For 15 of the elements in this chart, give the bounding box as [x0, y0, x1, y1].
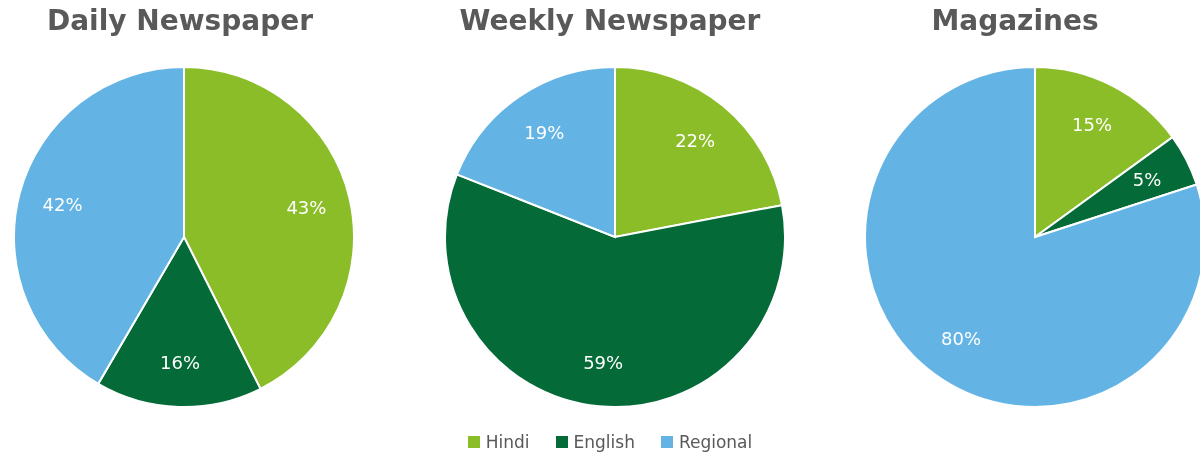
chart-title: Daily Newspaper [45, 4, 315, 37]
data-label: 5% [1132, 169, 1162, 191]
legend-label: Regional [678, 432, 753, 452]
data-label: 80% [941, 328, 982, 350]
chart-title: Weekly Newspaper [458, 4, 762, 37]
data-label: 16% [160, 352, 201, 374]
legend-label: Hindi [485, 432, 530, 452]
data-label: 22% [675, 129, 716, 151]
data-label: 15% [1072, 114, 1113, 136]
chart-title: Magazines [930, 4, 1100, 37]
data-label: 42% [42, 193, 83, 215]
data-label: 43% [286, 197, 327, 219]
data-label: 59% [583, 351, 624, 373]
data-label: 19% [524, 122, 565, 144]
legend-label: English [573, 432, 635, 452]
